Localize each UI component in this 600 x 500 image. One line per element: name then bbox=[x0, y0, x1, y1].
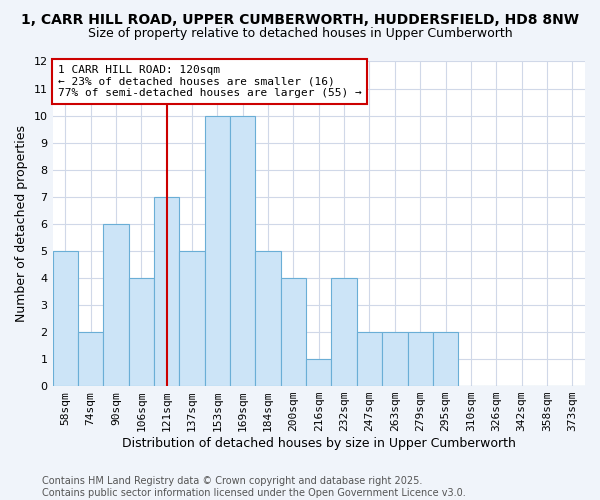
Bar bbox=[128, 278, 154, 386]
Bar bbox=[179, 251, 205, 386]
Y-axis label: Number of detached properties: Number of detached properties bbox=[15, 126, 28, 322]
Bar bbox=[205, 116, 230, 386]
Bar bbox=[281, 278, 306, 386]
Text: Contains HM Land Registry data © Crown copyright and database right 2025.
Contai: Contains HM Land Registry data © Crown c… bbox=[42, 476, 466, 498]
Bar bbox=[256, 251, 281, 386]
Bar bbox=[230, 116, 256, 386]
Bar bbox=[306, 359, 331, 386]
Bar bbox=[433, 332, 458, 386]
Text: 1 CARR HILL ROAD: 120sqm
← 23% of detached houses are smaller (16)
77% of semi-d: 1 CARR HILL ROAD: 120sqm ← 23% of detach… bbox=[58, 64, 362, 98]
X-axis label: Distribution of detached houses by size in Upper Cumberworth: Distribution of detached houses by size … bbox=[122, 437, 516, 450]
Bar bbox=[407, 332, 433, 386]
Bar bbox=[331, 278, 357, 386]
Bar bbox=[382, 332, 407, 386]
Text: 1, CARR HILL ROAD, UPPER CUMBERWORTH, HUDDERSFIELD, HD8 8NW: 1, CARR HILL ROAD, UPPER CUMBERWORTH, HU… bbox=[21, 12, 579, 26]
Bar bbox=[78, 332, 103, 386]
Bar bbox=[154, 196, 179, 386]
Bar bbox=[103, 224, 128, 386]
Text: Size of property relative to detached houses in Upper Cumberworth: Size of property relative to detached ho… bbox=[88, 28, 512, 40]
Bar bbox=[53, 251, 78, 386]
Bar bbox=[357, 332, 382, 386]
